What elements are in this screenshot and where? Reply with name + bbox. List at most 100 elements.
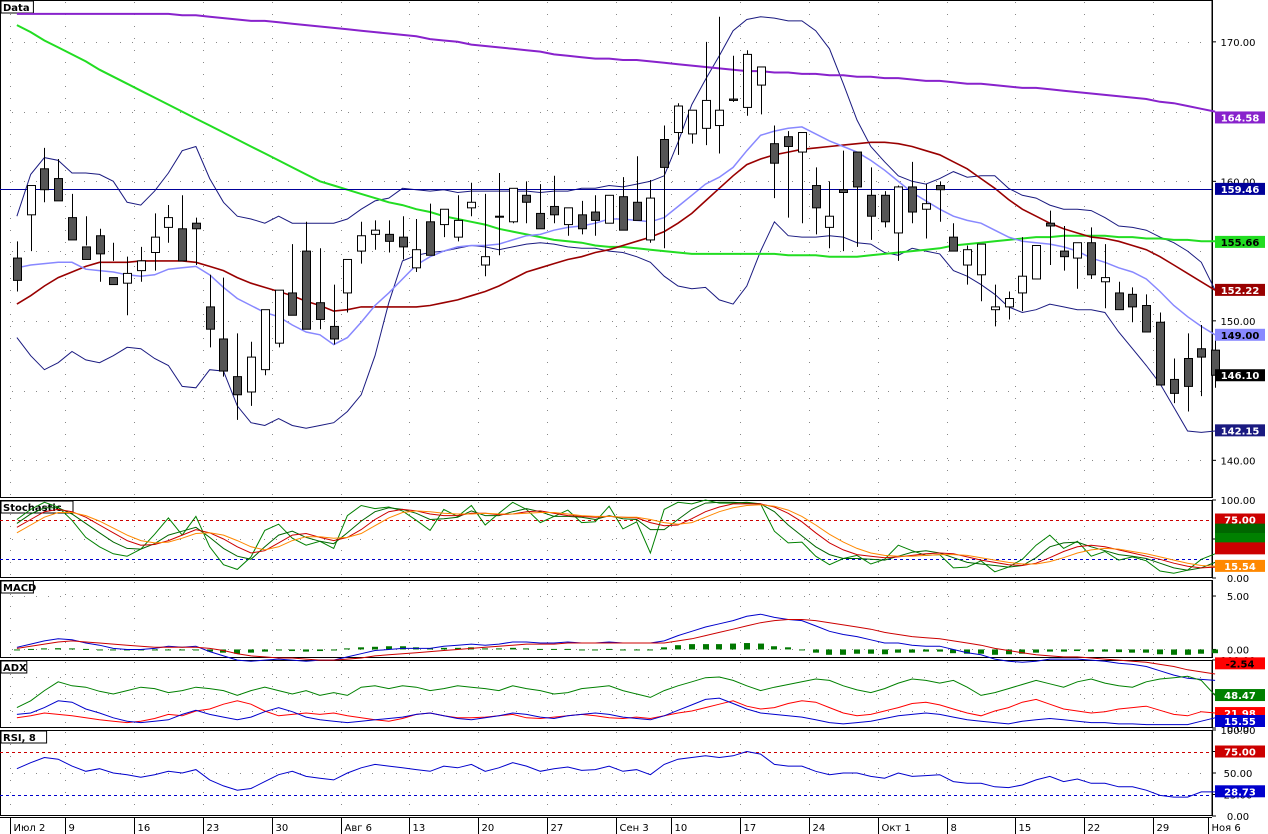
candles [13,16,1220,420]
candle-up [275,289,284,344]
panel-label: MACD [3,583,36,594]
value-tag-label: 28.73 [1224,787,1256,798]
candle [867,167,876,240]
candle-down [178,228,187,262]
candle [54,159,63,202]
macd-histogram-bar [978,649,984,654]
macd-histogram-bar [813,649,819,653]
candle [109,242,118,286]
y-tick-label: 50.00 [1224,769,1253,780]
macd-histogram-bar [868,649,874,654]
candle-up [440,208,449,226]
candle [812,167,821,235]
candle [440,208,449,238]
macd-histogram-bar [1088,649,1094,652]
x-tick-label: 30 [276,823,289,834]
value-tag-box [1215,111,1265,124]
value-tag-box [1215,542,1265,555]
candle [1032,245,1041,280]
candle [1170,358,1179,404]
macd-histogram-bar [1171,649,1177,655]
rsi-line [16,750,1216,798]
candle-up [798,132,807,153]
macd-histogram-bar [427,648,433,650]
adx-line [16,675,1216,709]
candle-up [922,203,931,210]
value-tag-label: 48.47 [1224,691,1256,702]
macd-histogram-bar [1019,649,1025,654]
candle [399,216,408,260]
macd-histogram-bar [675,645,681,650]
candle-up [495,215,504,218]
macd-histogram-bar [1006,649,1012,655]
candle [825,181,834,249]
panel-label-box [0,660,28,674]
macd-histogram-bar [882,649,888,655]
macd-histogram-bar [634,649,640,651]
value-tag: 149.00 [1215,328,1265,342]
x-tick-label: 22 [1088,823,1101,834]
candle-down [219,338,228,372]
candle-up [646,197,655,241]
macd-histogram-bar [703,644,709,650]
candle-down [330,325,339,340]
y-tick-label: 100.00 [1221,496,1256,507]
candle [619,177,628,231]
sma-fast-line [16,126,1216,346]
x-tick-label: 8 [951,823,957,834]
value-tag: 142.15 [1215,424,1265,437]
candle [1128,287,1137,323]
candle [206,274,215,348]
candle-down [936,185,945,191]
y-tick-label: 150.00 [1221,317,1256,328]
candle-up [151,236,160,253]
sma-mid-line [16,141,1216,312]
candle-up [454,219,463,238]
macd-histogram-bar [730,643,736,650]
macd-histogram-bar [758,643,764,650]
candle-up [894,186,903,234]
value-tag-box [1215,559,1265,572]
macd-histogram-bar [1033,649,1039,653]
x-tick-label: 9 [69,823,75,834]
candle-down [54,178,63,202]
macd-histogram-bar [482,648,488,650]
candle-down [853,151,862,188]
macd-histogram-bar [744,643,750,650]
adx-line [16,698,1216,724]
candle-down [1046,222,1055,227]
candle [798,132,807,224]
macd-histogram-bar [372,646,378,650]
candle [1018,237,1027,312]
candle-down [385,233,394,242]
macd-histogram-bar [661,647,667,650]
macd-histogram-bar [358,647,364,650]
candle [1073,242,1082,289]
value-tag: 75.00 [1215,513,1265,527]
macd-histogram-bar [895,649,901,653]
candle-up [509,187,518,223]
macd-histogram-bar [565,648,571,650]
x-tick-label: Окт 1 [882,823,911,834]
macd-histogram-bar [606,648,612,650]
macd-histogram-bar [579,649,585,651]
macd-histogram-bar [386,646,392,650]
panel-label: ADX [3,663,27,674]
candle [330,284,339,345]
candle-down [1170,378,1179,394]
macd-histogram-bar [152,649,158,651]
x-tick-label: 16 [138,823,151,834]
macd-histogram-bar [923,649,929,652]
x-tick-label: Ноя 6 [1212,823,1241,834]
candle [288,244,297,316]
candle [261,309,270,376]
candle [894,185,903,261]
candle-down [82,246,91,260]
macd-histogram-bar [303,649,309,652]
candle-down [881,194,890,223]
value-tag-box [1215,513,1265,526]
candle-down [633,201,642,221]
value-tag-box [1215,689,1265,702]
candle-down [770,143,779,164]
